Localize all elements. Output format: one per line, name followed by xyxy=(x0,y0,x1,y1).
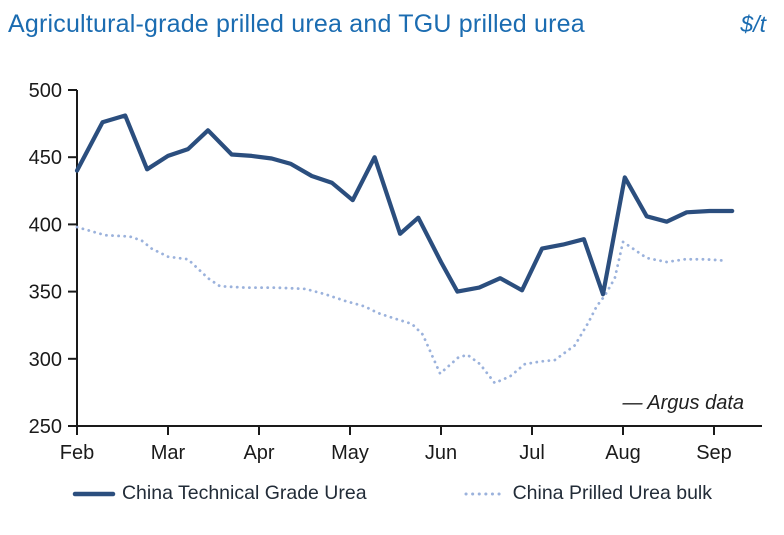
tgu-series-line xyxy=(74,113,735,297)
y-tick-label: 400 xyxy=(29,214,62,236)
prilled-bulk-dotted-line-swatch xyxy=(464,492,506,495)
legend-item-tgu: China Technical Grade Urea xyxy=(72,482,367,505)
tgu-solid-line-swatch xyxy=(72,491,116,496)
chart-title: Agricultural-grade prilled urea and TGU … xyxy=(8,10,585,38)
y-tick-label: 300 xyxy=(29,349,62,371)
x-tick-label: Mar xyxy=(151,442,186,464)
x-tick-label: Sep xyxy=(696,442,732,464)
x-axis-ticks: Feb Mar Apr May Jun Jul Aug Sep xyxy=(60,426,732,464)
chart-area: 250 300 350 400 450 500 Feb Mar Apr May Jun Jul Aug… xyxy=(0,66,784,472)
x-tick-label: Feb xyxy=(60,442,94,464)
y-tick-label: 250 xyxy=(29,416,62,438)
prilled-bulk-series-line xyxy=(75,225,729,385)
x-tick-label: Aug xyxy=(605,442,641,464)
y-axis-ticks: 250 300 350 400 450 500 xyxy=(29,80,77,438)
legend-label-tgu: China Technical Grade Urea xyxy=(121,482,367,504)
x-tick-label: Apr xyxy=(243,442,274,464)
legend-label-prilled-bulk: China Prilled Urea bulk xyxy=(512,482,713,504)
chart-header: Agricultural-grade prilled urea and TGU … xyxy=(0,0,784,39)
x-tick-label: May xyxy=(331,442,369,464)
y-tick-label: 450 xyxy=(29,147,62,169)
y-tick-label: 500 xyxy=(29,80,62,102)
x-tick-label: Jul xyxy=(519,442,545,464)
chart-legend: China Technical Grade Urea China Prilled… xyxy=(0,482,784,505)
legend-item-prilled-bulk: China Prilled Urea bulk xyxy=(463,482,712,505)
source-note: — Argus data xyxy=(621,392,744,414)
unit-label: $/t xyxy=(740,11,766,37)
y-tick-label: 350 xyxy=(29,282,62,304)
price-line-chart: 250 300 350 400 450 500 Feb Mar Apr May Jun Jul Aug… xyxy=(29,80,762,464)
x-tick-label: Jun xyxy=(425,442,457,464)
